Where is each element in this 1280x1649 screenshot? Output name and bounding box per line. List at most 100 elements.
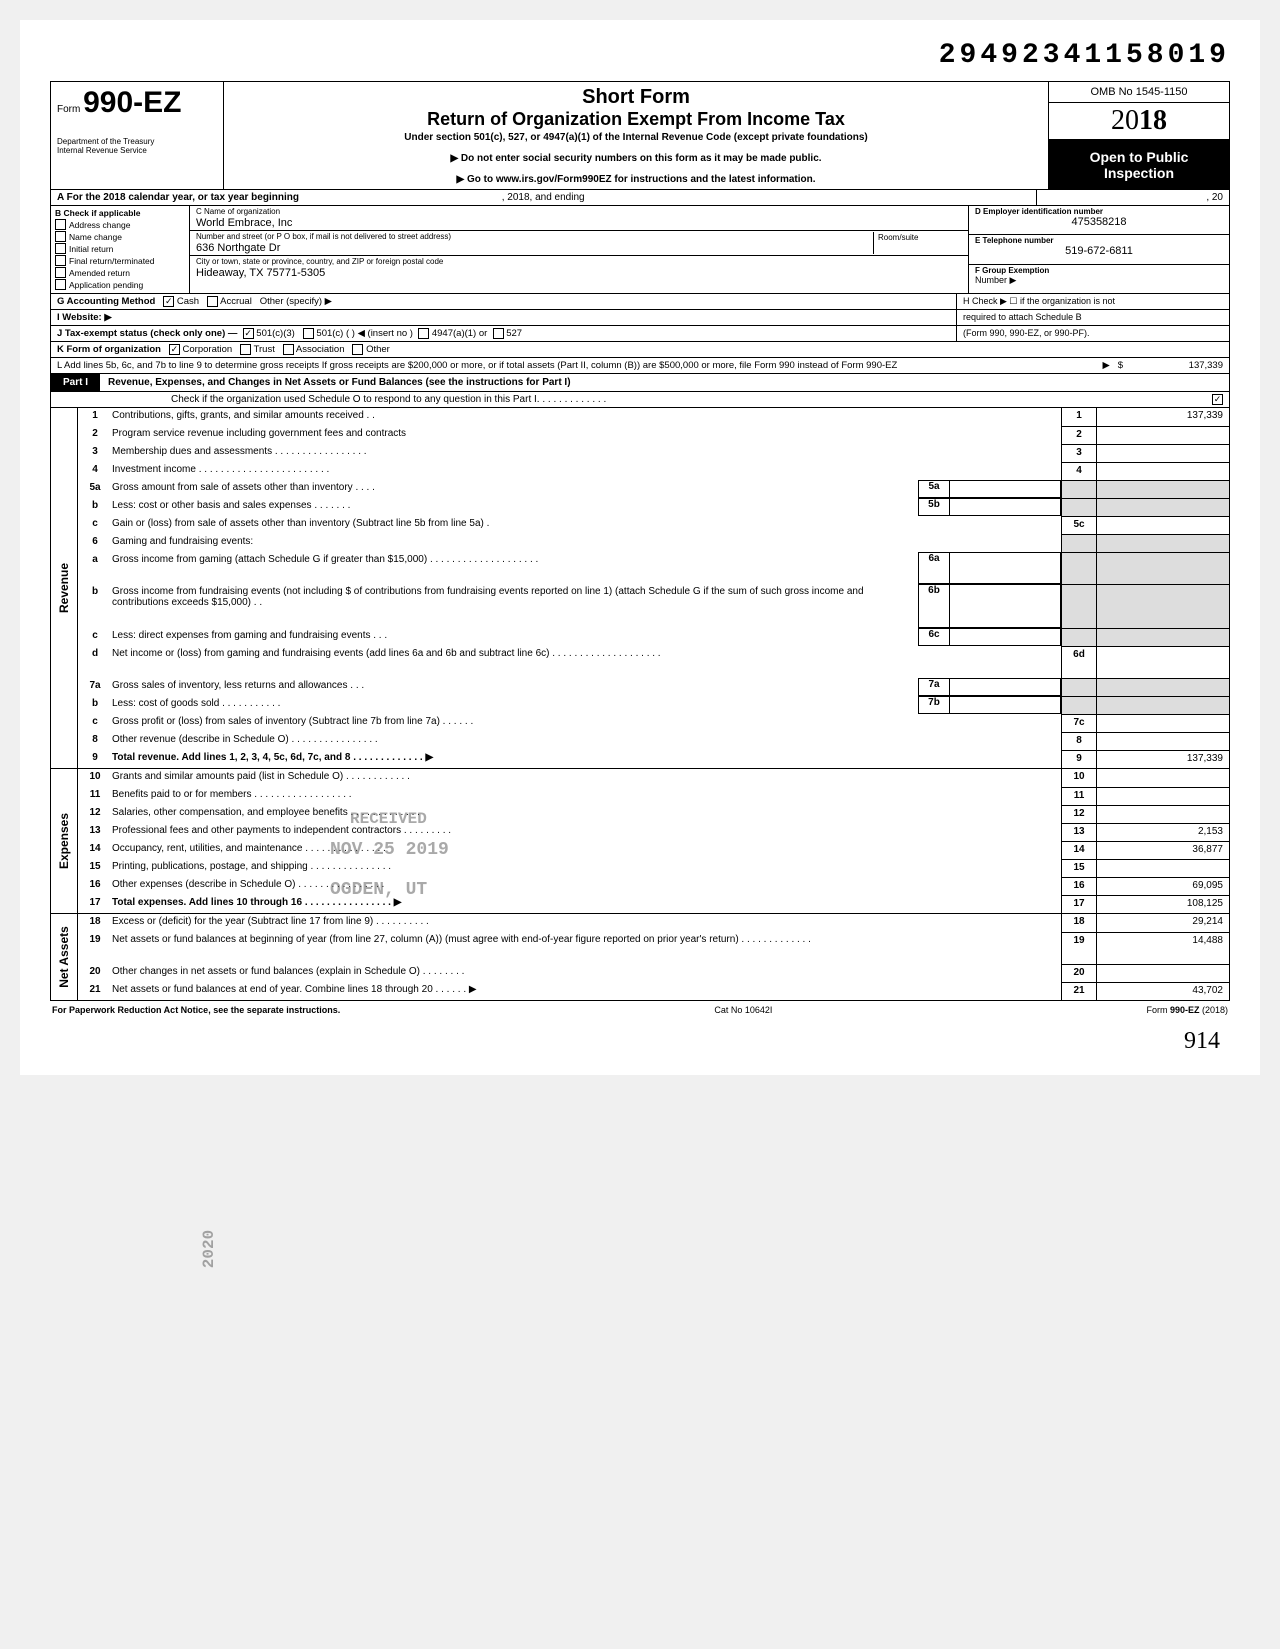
chk-pending[interactable]: Application pending: [55, 279, 185, 290]
inspection-line2: Inspection: [1051, 165, 1227, 181]
side-revenue: Revenue: [51, 408, 78, 768]
phone-value: 519-672-6811: [975, 245, 1223, 257]
part1-check-o: Check if the organization used Schedule …: [50, 392, 1230, 408]
netassets-section: Net Assets 18Excess or (deficit) for the…: [50, 914, 1230, 1001]
row-a-text: A For the 2018 calendar year, or tax yea…: [57, 192, 299, 203]
header-mid: Short Form Return of Organization Exempt…: [224, 82, 1049, 189]
part1-title: Revenue, Expenses, and Changes in Net As…: [100, 374, 1229, 391]
chk-cash[interactable]: ✓: [163, 296, 174, 307]
name-label: C Name of organization: [196, 207, 962, 216]
group-exempt-label: F Group Exemption: [975, 266, 1223, 275]
chk-501c3[interactable]: ✓: [243, 328, 254, 339]
part1-header: Part I Revenue, Expenses, and Changes in…: [50, 374, 1230, 392]
document-number: 29492341158019: [50, 40, 1230, 71]
h-line2: required to attach Schedule B: [956, 310, 1229, 325]
chk-accrual[interactable]: [207, 296, 218, 307]
chk-527[interactable]: [493, 328, 504, 339]
group-exempt-number: Number ▶: [975, 275, 1223, 286]
col-b: B Check if applicable Address change Nam…: [51, 206, 190, 293]
row-l: L Add lines 5b, 6c, and 7b to line 9 to …: [50, 358, 1230, 374]
page-footer: For Paperwork Reduction Act Notice, see …: [50, 1005, 1230, 1015]
row-e: E Telephone number 519-672-6811: [969, 235, 1229, 264]
addr-label: Number and street (or P O box, if mail i…: [196, 232, 873, 241]
chk-501c[interactable]: [303, 328, 314, 339]
side-expenses: Expenses: [51, 769, 78, 913]
room-suite: Room/suite: [873, 232, 962, 254]
main-info: B Check if applicable Address change Nam…: [50, 206, 1230, 294]
l-amount: 137,339: [1143, 360, 1223, 371]
col-c: C Name of organization World Embrace, In…: [190, 206, 968, 293]
title-short-form: Short Form: [234, 86, 1038, 109]
chk-trust[interactable]: [240, 344, 251, 355]
chk-final[interactable]: Final return/terminated: [55, 255, 185, 266]
check-o-text: Check if the organization used Schedule …: [171, 394, 537, 405]
header-right: OMB No 1545-1150 2018 Open to Public Ins…: [1049, 82, 1229, 189]
revenue-section: Revenue 1Contributions, gifts, grants, a…: [50, 408, 1230, 769]
k-label: K Form of organization: [57, 344, 161, 355]
subtitle: Under section 501(c), 527, or 4947(a)(1)…: [234, 132, 1038, 143]
note-ssn: ▶ Do not enter social security numbers o…: [234, 153, 1038, 164]
expenses-section: Expenses 10Grants and similar amounts pa…: [50, 769, 1230, 914]
row-i: I Website: ▶: [51, 310, 956, 325]
title-return: Return of Organization Exempt From Incom…: [234, 109, 1038, 130]
part1-tag: Part I: [51, 374, 100, 391]
chk-4947[interactable]: [418, 328, 429, 339]
inspection-line1: Open to Public: [1051, 149, 1227, 165]
org-name: World Embrace, Inc: [196, 217, 962, 229]
form-page: 29492341158019 Form 990-EZ Department of…: [20, 20, 1260, 1075]
dots: . . . . . . . . . . . . .: [537, 394, 1212, 405]
g-other: Other (specify) ▶: [260, 296, 332, 307]
form-prefix: Form: [57, 104, 80, 115]
arrow-icon: ▶ $: [1102, 360, 1123, 371]
chk-corp[interactable]: ✓: [169, 344, 180, 355]
chk-schedule-o[interactable]: ✓: [1212, 394, 1223, 405]
j-label: J Tax-exempt status (check only one) —: [57, 328, 237, 339]
chk-amended[interactable]: Amended return: [55, 267, 185, 278]
col-def: D Employer identification number 4753582…: [968, 206, 1229, 293]
dept-treasury: Department of the Treasury Internal Reve…: [57, 138, 217, 156]
row-a: A For the 2018 calendar year, or tax yea…: [50, 190, 1230, 206]
row-d: D Employer identification number 4753582…: [969, 206, 1229, 235]
omb-number: OMB No 1545-1150: [1049, 82, 1229, 103]
form-header: Form 990-EZ Department of the Treasury I…: [50, 81, 1230, 190]
chk-name[interactable]: Name change: [55, 231, 185, 242]
ein-label: D Employer identification number: [975, 207, 1223, 216]
g-label: G Accounting Method: [57, 296, 155, 307]
tax-year: 2018: [1049, 103, 1229, 140]
stamp-2020: 2020: [200, 1230, 218, 1268]
chk-initial[interactable]: Initial return: [55, 243, 185, 254]
year-bold: 18: [1139, 105, 1167, 136]
ein-value: 475358218: [975, 216, 1223, 228]
row-a-left: A For the 2018 calendar year, or tax yea…: [51, 190, 1036, 205]
phone-label: E Telephone number: [975, 236, 1223, 245]
handwritten-mark: 914: [1184, 1028, 1220, 1055]
row-k: K Form of organization ✓ Corporation Tru…: [51, 342, 1229, 357]
note-url: ▶ Go to www.irs.gov/Form990EZ for instru…: [234, 174, 1038, 185]
form-number: Form 990-EZ: [57, 86, 217, 120]
form-number-big: 990-EZ: [83, 86, 181, 119]
col-b-header: B Check if applicable: [55, 208, 185, 218]
h-line3: (Form 990, 990-EZ, or 990-PF).: [956, 326, 1229, 341]
row-a-right: , 20: [1036, 190, 1229, 205]
org-address: 636 Northgate Dr: [196, 242, 873, 254]
rows-g-k: G Accounting Method ✓ Cash Accrual Other…: [50, 294, 1230, 358]
dept-line2: Internal Revenue Service: [57, 147, 217, 156]
footer-mid: Cat No 10642I: [340, 1005, 1146, 1015]
row-g: G Accounting Method ✓ Cash Accrual Other…: [51, 294, 956, 309]
row-f: F Group Exemption Number ▶: [969, 265, 1229, 293]
header-left: Form 990-EZ Department of the Treasury I…: [51, 82, 224, 189]
org-city: Hideaway, TX 75771-5305: [196, 267, 962, 279]
h-line1: H Check ▶ ☐ if the organization is not: [963, 296, 1223, 307]
footer-left: For Paperwork Reduction Act Notice, see …: [52, 1005, 340, 1015]
row-a-mid: , 2018, and ending: [502, 192, 585, 203]
chk-assoc[interactable]: [283, 344, 294, 355]
website-label: I Website: ▶: [57, 312, 112, 323]
side-netassets: Net Assets: [51, 914, 78, 1000]
chk-address[interactable]: Address change: [55, 219, 185, 230]
chk-other-org[interactable]: [352, 344, 363, 355]
footer-right: Form 990-EZ (2018): [1146, 1005, 1228, 1015]
l-text: L Add lines 5b, 6c, and 7b to line 9 to …: [57, 360, 897, 371]
inspection-box: Open to Public Inspection: [1049, 140, 1229, 189]
city-label: City or town, state or province, country…: [196, 257, 962, 266]
row-h: H Check ▶ ☐ if the organization is not: [956, 294, 1229, 309]
